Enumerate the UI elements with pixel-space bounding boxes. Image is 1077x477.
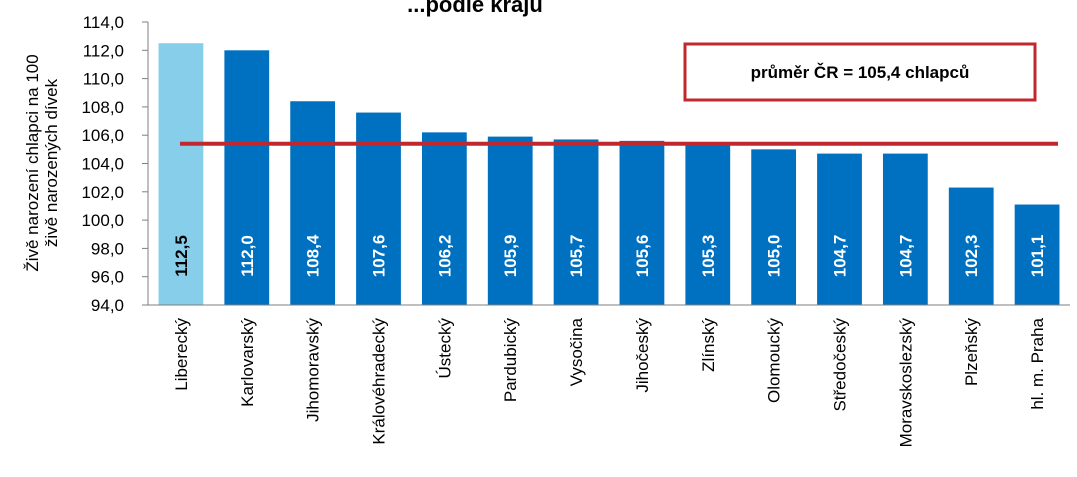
bar-moravskoslezsk-: [882, 153, 928, 305]
x-category-label: Plzeňský: [962, 318, 981, 387]
y-axis-title-line: Živě narození chlapci na 100: [23, 54, 42, 271]
x-category-label: Olomoucký: [765, 318, 784, 404]
bar-vyso-ina: [553, 139, 599, 305]
y-tick-label: 114,0: [83, 13, 124, 32]
data-label: 104,7: [831, 235, 850, 278]
y-axis-title-line: živě narozených dívek: [42, 78, 61, 247]
bar-libereck-: [158, 43, 204, 305]
y-tick-label: 110,0: [83, 70, 124, 89]
x-category-label: Jihočeský: [633, 318, 652, 393]
data-label: 105,7: [567, 235, 586, 278]
bar-st-edo-esk-: [817, 153, 862, 305]
x-category-label: Vysočina: [567, 317, 586, 386]
x-axis-categories: Liberecký Karlovarský Jihomoravský Královéh…: [172, 317, 1047, 447]
average-label: průměr ČR = 105,4 chlapců: [751, 63, 970, 82]
x-category-label: Zlínský: [699, 318, 718, 372]
bar-karlovarsk-: [224, 50, 270, 305]
axes: [147, 22, 1070, 306]
y-tick-label: 104,0: [81, 155, 124, 174]
average-box: [683, 42, 1037, 102]
x-category-label: Ústecký: [435, 318, 454, 379]
x-category-label: Moravskoslezský: [896, 318, 915, 448]
data-label: 107,6: [370, 235, 389, 278]
bars: 112,5 112,0 108,4 107,6 106,2 105,9 105,7 105,6…: [158, 43, 1060, 306]
data-label: 104,7: [896, 235, 915, 278]
x-category-label: Středočeský: [831, 318, 850, 412]
x-category-label: Jihomoravský: [304, 318, 323, 422]
y-tick-label: 102,0: [81, 183, 124, 202]
x-category-label: Královéhradecký: [370, 318, 389, 445]
y-axis-ticks: 94,0 96,0 98,0 100,0 102,0 104,0 106,0 108,0 110…: [81, 13, 148, 315]
data-label: 106,2: [435, 235, 454, 278]
y-tick-label: 100,0: [81, 211, 124, 230]
data-label: 105,0: [765, 235, 784, 278]
bar-hl-m-praha: [1014, 204, 1060, 305]
data-label: 108,4: [304, 234, 323, 277]
data-label: 105,3: [699, 235, 718, 278]
bar-plze-sk-: [948, 187, 994, 305]
data-label: 105,9: [501, 235, 520, 278]
average-note: průměr ČR = 105,4 chlapců: [683, 42, 1037, 102]
y-tick-label: 112,0: [83, 41, 124, 60]
x-category-label: hl. m. Praha: [1028, 317, 1047, 409]
y-tick-label: 94,0: [91, 296, 124, 315]
data-label: 101,1: [1028, 235, 1047, 278]
chart-title: ...podle krajů: [407, 0, 543, 17]
data-label: 105,6: [633, 235, 652, 278]
y-axis-label: Živě narození chlapci na 100živě narozen…: [23, 54, 61, 271]
bar-olomouck-: [751, 149, 797, 305]
y-tick-label: 108,0: [81, 98, 124, 117]
y-tick-label: 106,0: [81, 126, 124, 145]
bar-jiho-esk-: [619, 140, 665, 305]
x-category-label: Karlovarský: [238, 318, 257, 407]
y-axis-title: Živě narození chlapci na 100živě narozen…: [23, 54, 61, 271]
y-tick-label: 98,0: [91, 239, 124, 258]
data-label: 102,3: [962, 235, 981, 278]
bar-zl-nsk-: [685, 145, 731, 305]
bar-jihomoravsk-: [290, 101, 336, 306]
data-label: 112,0: [238, 235, 257, 277]
data-label: 112,5: [172, 235, 191, 277]
x-category-label: Pardubický: [501, 318, 520, 403]
x-category-label: Liberecký: [172, 318, 191, 391]
bar--steck-: [421, 132, 467, 305]
y-tick-label: 96,0: [91, 268, 124, 287]
bar-pardubick-: [487, 136, 533, 305]
